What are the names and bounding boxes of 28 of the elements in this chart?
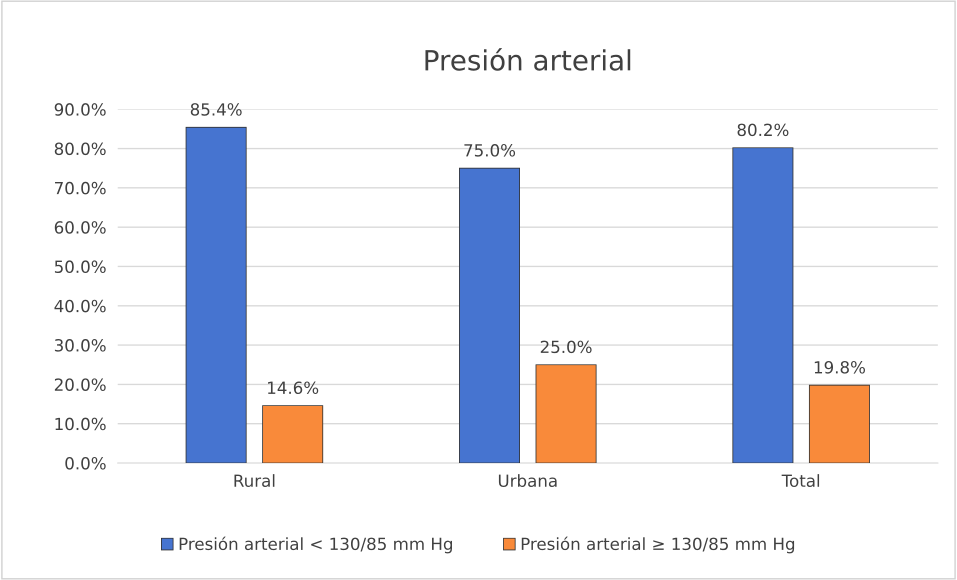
x-tick-label: Urbana	[498, 474, 557, 488]
data-label: 85.4%	[190, 103, 242, 116]
y-tick-label: 60.0%	[54, 221, 106, 234]
legend-label: Presión arterial ≥ 130/85 mm Hg	[522, 536, 794, 554]
y-tick-label: 80.0%	[54, 142, 106, 156]
y-tick-label: 0.0%	[65, 456, 106, 470]
y-tick-label: 10.0%	[55, 418, 106, 430]
y-tick-label: 40.0%	[54, 300, 106, 312]
bar	[262, 405, 324, 464]
y-tick-label: 20.0%	[54, 378, 106, 391]
bar	[186, 126, 247, 464]
data-label: 19.8%	[814, 361, 865, 374]
chart-title: Presión arterial	[425, 48, 630, 71]
data-label: 75.0%	[464, 144, 516, 157]
y-tick-label: 50.0%	[54, 260, 106, 274]
x-tick-label: Total	[782, 474, 820, 488]
y-tick-label: 70.0%	[55, 182, 106, 194]
y-tick-label: 30.0%	[54, 339, 106, 352]
data-label: 14.6%	[268, 381, 318, 394]
bar	[536, 364, 597, 464]
data-label: 25.0%	[540, 340, 592, 354]
data-label: 80.2%	[738, 124, 788, 136]
legend-label: Presión arterial < 130/85 mm Hg	[180, 536, 452, 554]
bar	[732, 147, 794, 464]
y-tick-label: 90.0%	[54, 103, 106, 116]
x-tick-label: Rural	[234, 474, 274, 488]
bar	[459, 168, 520, 464]
bar	[808, 384, 870, 464]
